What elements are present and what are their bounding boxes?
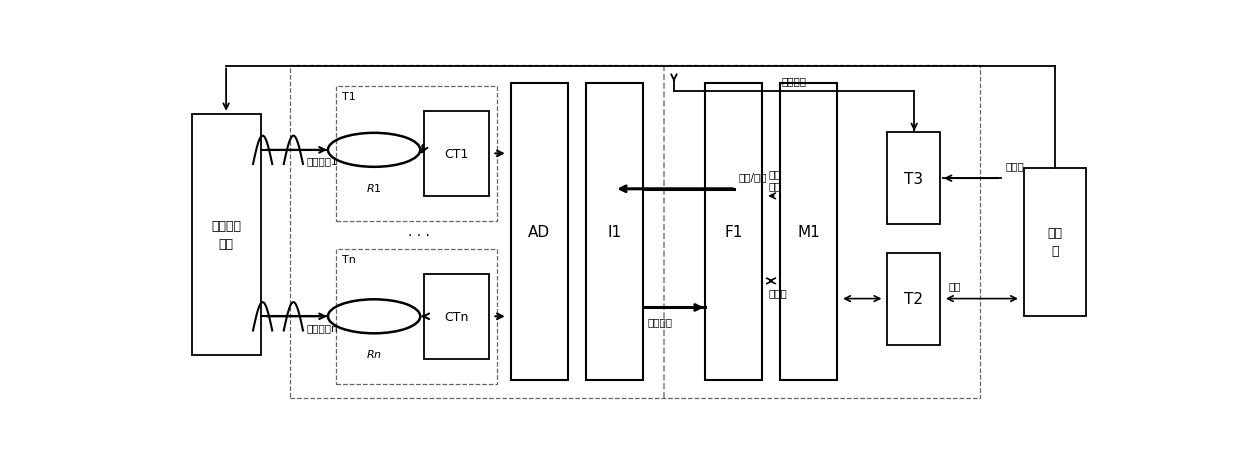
FancyBboxPatch shape [585,84,644,380]
FancyBboxPatch shape [191,115,260,355]
FancyBboxPatch shape [511,84,568,380]
Text: AD: AD [528,224,551,239]
FancyBboxPatch shape [424,112,490,196]
Text: 触发信号: 触发信号 [781,76,806,86]
Text: 上位
机: 上位 机 [1048,227,1063,258]
FancyBboxPatch shape [888,253,940,345]
FancyBboxPatch shape [704,84,763,380]
FancyBboxPatch shape [888,133,940,225]
Text: F1: F1 [724,224,743,239]
Text: $R1$: $R1$ [366,182,382,194]
Text: 外触发: 外触发 [1006,161,1024,171]
Text: $Rn$: $Rn$ [366,348,382,360]
FancyBboxPatch shape [780,84,837,380]
Text: 脉冲氙灯
电源: 脉冲氙灯 电源 [211,220,241,251]
Text: · · ·: · · · [408,228,430,242]
Text: CTn: CTn [445,310,469,323]
Text: 并行总线: 并行总线 [649,317,673,327]
Text: Tn: Tn [342,255,356,265]
FancyBboxPatch shape [424,274,490,359]
Text: T1: T1 [342,92,356,102]
Text: 触发
使能: 触发 使能 [768,169,781,191]
Text: CT1: CT1 [445,147,469,161]
Text: 通信: 通信 [949,280,961,290]
Text: I1: I1 [608,224,621,239]
FancyBboxPatch shape [1024,168,1086,317]
Text: T3: T3 [904,171,924,186]
Text: 脉冲电流1: 脉冲电流1 [306,156,339,166]
Text: T2: T2 [904,291,924,307]
Text: 脉冲电流n: 脉冲电流n [306,322,339,332]
Text: M1: M1 [797,224,820,239]
Text: 数据流: 数据流 [768,288,787,297]
Text: 时序/片选: 时序/片选 [738,172,766,182]
